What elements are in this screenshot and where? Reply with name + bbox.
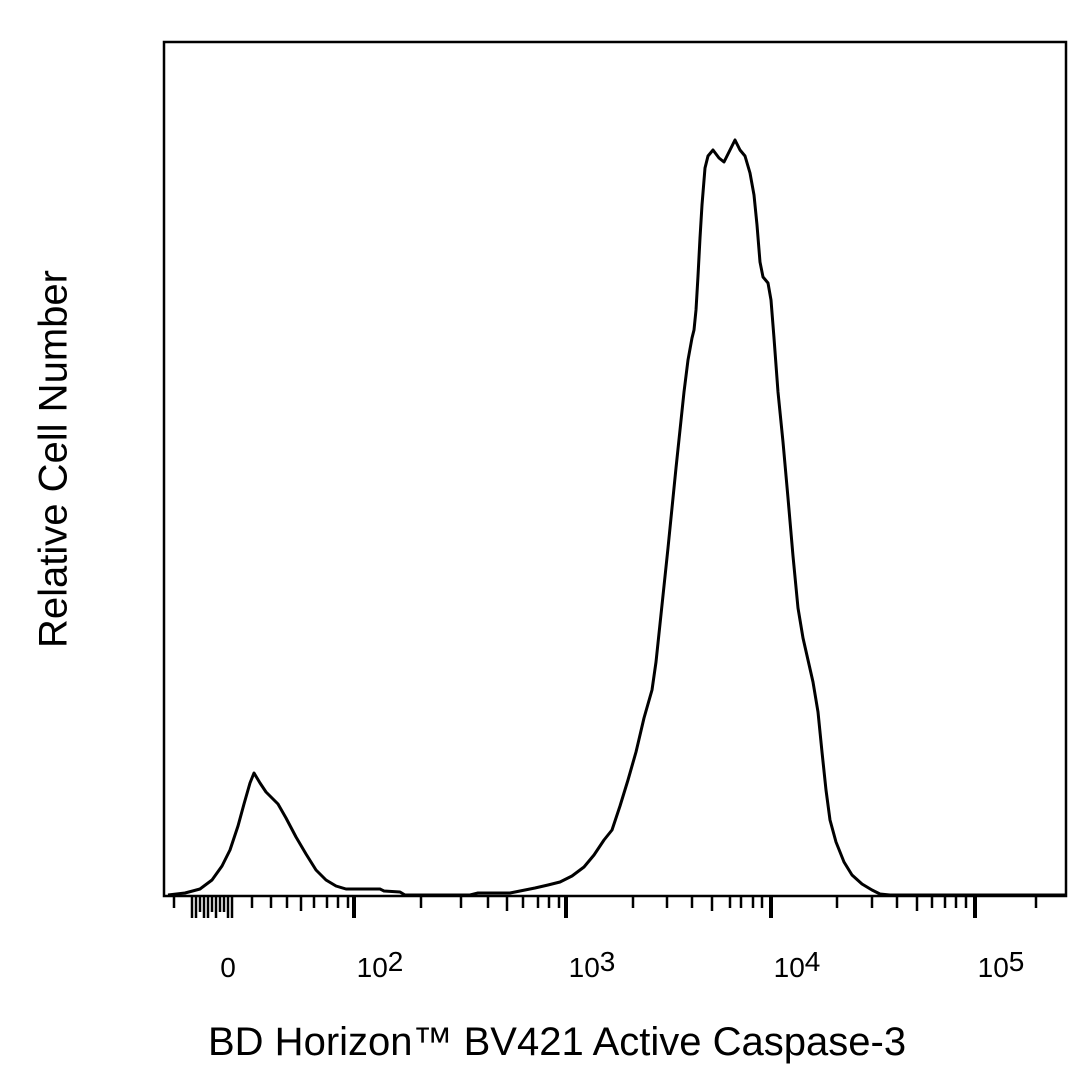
x-tick-label-1e5: 105 <box>977 946 1025 984</box>
x-axis-ticks <box>172 897 1038 918</box>
x-axis-title: BD Horizon™ BV421 Active Caspase-3 <box>208 1020 907 1064</box>
tick-base: 10 <box>356 952 388 983</box>
y-axis-title: Relative Cell Number <box>31 270 76 648</box>
tick-exponent: 4 <box>804 946 821 977</box>
tick-exponent: 2 <box>387 946 404 977</box>
x-tick-label-1e2: 102 <box>356 946 404 984</box>
tick-base: 0 <box>220 952 236 983</box>
x-tick-label-0: 0 <box>220 952 236 984</box>
histogram-curve <box>167 138 1066 897</box>
tick-exponent: 5 <box>1008 946 1025 977</box>
tick-exponent: 3 <box>599 946 616 977</box>
tick-base: 10 <box>568 952 600 983</box>
tick-base: 10 <box>977 952 1009 983</box>
tick-base: 10 <box>773 952 805 983</box>
x-tick-label-1e3: 103 <box>568 946 616 984</box>
plot-frame <box>162 40 1068 898</box>
x-tick-label-1e4: 104 <box>773 946 821 984</box>
